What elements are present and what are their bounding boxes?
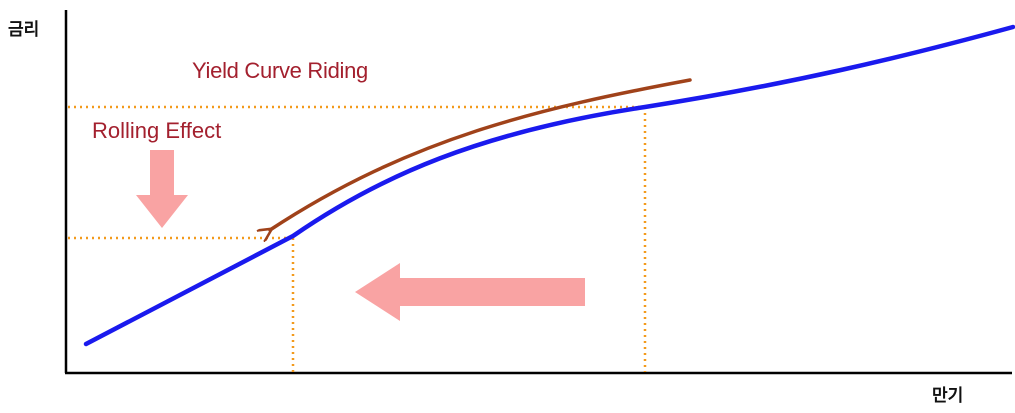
yield-curve-riding-label: Yield Curve Riding bbox=[192, 60, 368, 82]
rolling-effect-label: Rolling Effect bbox=[92, 120, 221, 142]
down-block-arrow bbox=[136, 150, 188, 228]
riding-arrow bbox=[270, 80, 690, 230]
left-block-arrow bbox=[355, 263, 585, 321]
y-axis-label: 금리 bbox=[8, 22, 39, 39]
x-axis-label: 만기 bbox=[932, 388, 963, 405]
